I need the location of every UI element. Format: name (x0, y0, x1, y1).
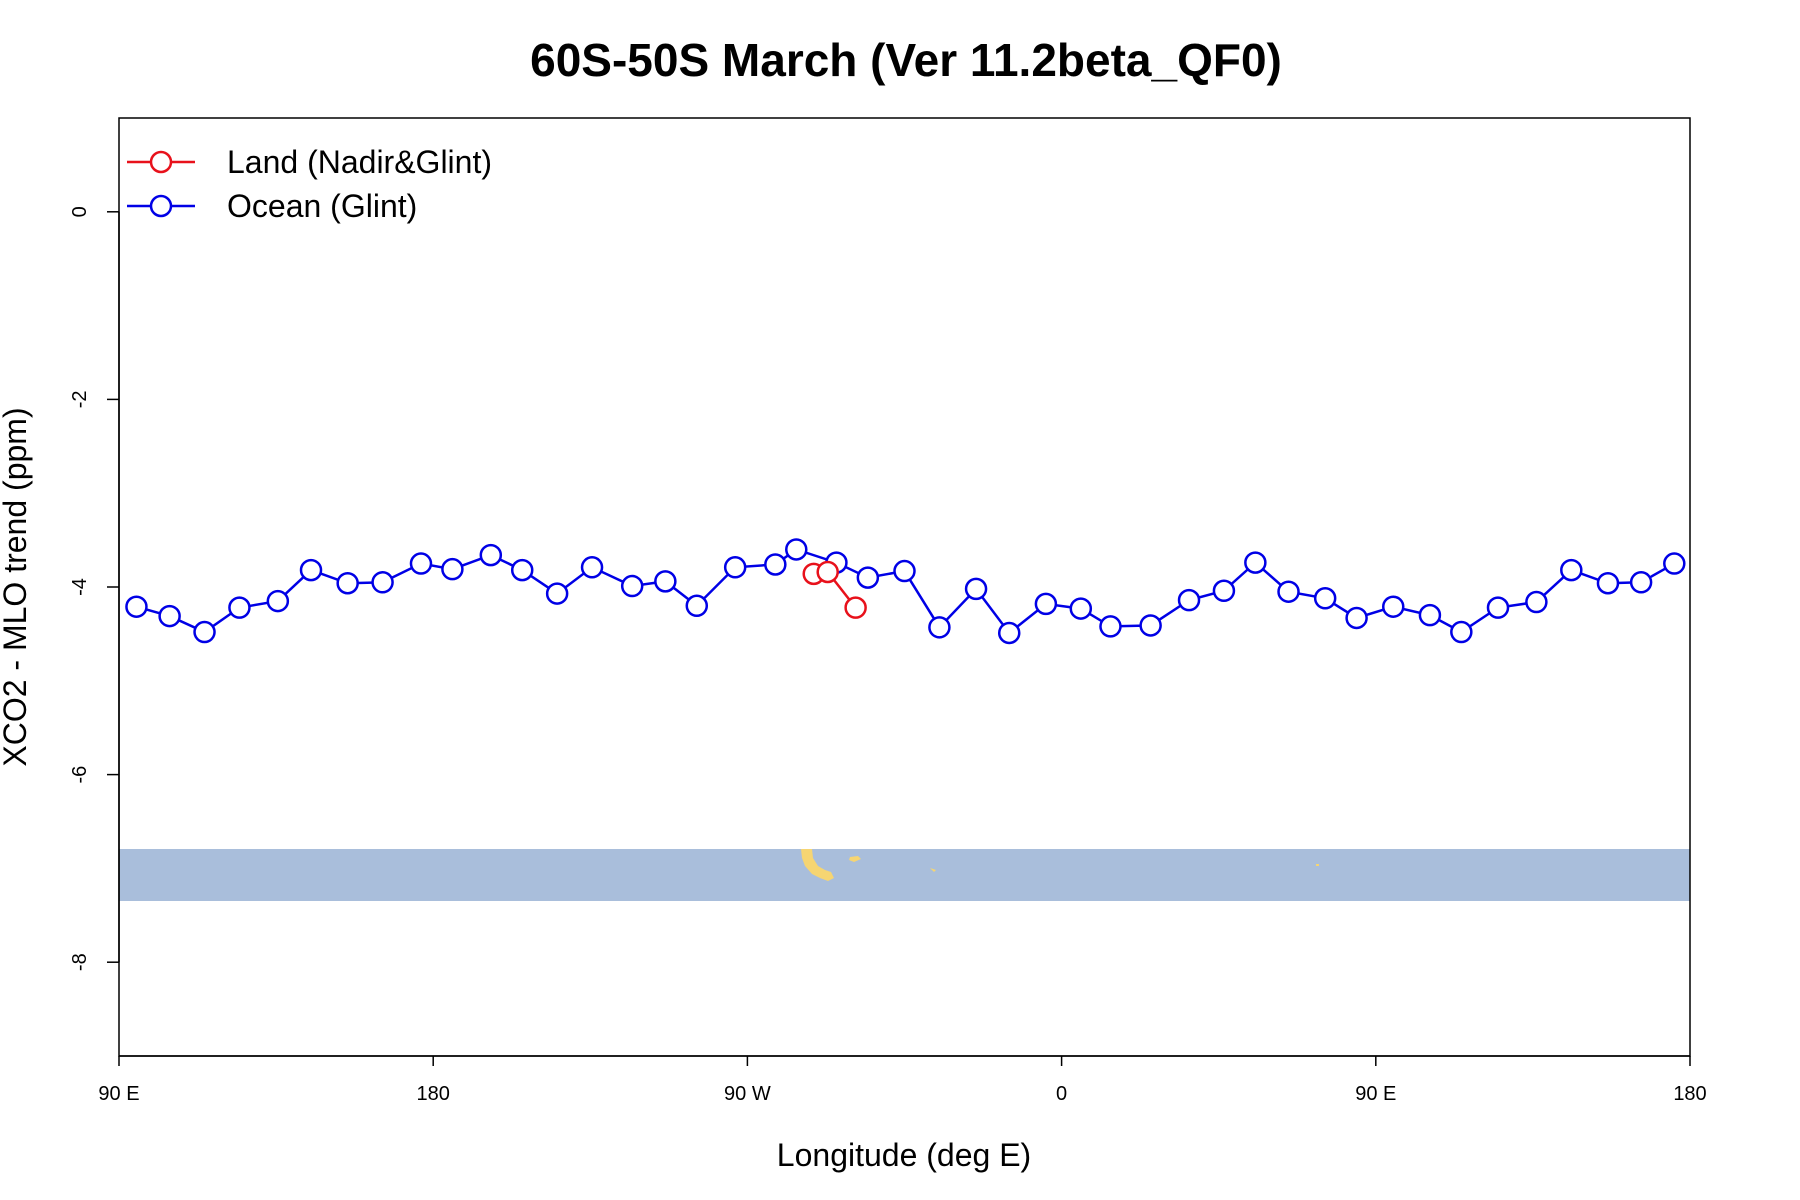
data-point (654, 570, 677, 593)
data-point (545, 582, 569, 605)
map-land-kerguelen (1316, 864, 1319, 866)
x-tick-label: 90 E (98, 1083, 139, 1105)
series-land (802, 560, 867, 619)
data-point (228, 596, 251, 619)
data-point (620, 574, 644, 598)
data-point (764, 553, 787, 576)
data-point (1663, 552, 1686, 575)
y-axis: 0 -2 -4 -6 -8 (69, 206, 120, 971)
data-point (1313, 587, 1337, 610)
x-axis-label: Longitude (deg E) (777, 1137, 1031, 1173)
chart-title: 60S-50S March (Ver 11.2beta_QF0) (530, 34, 1282, 86)
legend-label: Ocean (Glint) (227, 188, 417, 224)
data-point (1418, 603, 1442, 627)
data-point (510, 558, 534, 582)
data-point (964, 577, 988, 601)
data-point (1525, 590, 1548, 614)
series-ocean (125, 538, 1686, 645)
data-point (1560, 558, 1583, 582)
x-tick-label: 90 W (724, 1083, 771, 1105)
data-point (685, 594, 709, 618)
y-tick-label: -6 (69, 766, 91, 784)
data-point (844, 596, 867, 619)
x-tick-label: 180 (1673, 1083, 1706, 1105)
data-point (371, 571, 394, 594)
series-layer (125, 538, 1686, 645)
data-point (997, 621, 1021, 645)
data-point (1177, 588, 1201, 612)
legend-item: Land (Nadir&Glint) (127, 144, 492, 180)
data-point (1345, 606, 1368, 630)
data-point (336, 571, 359, 595)
data-point (125, 595, 148, 618)
data-point (1212, 579, 1236, 603)
map-ocean-band (119, 849, 1690, 901)
data-point (299, 558, 323, 582)
data-point (1382, 595, 1405, 618)
data-point (580, 556, 604, 579)
data-point (1069, 597, 1093, 620)
legend-item: Ocean (Glint) (127, 188, 417, 224)
data-point (158, 604, 181, 628)
map-land-south-america (801, 849, 834, 881)
data-point (193, 620, 216, 644)
data-point (1244, 551, 1267, 574)
legend: Land (Nadir&Glint) Ocean (Glint) (127, 144, 492, 224)
y-tick-label: -2 (69, 391, 91, 409)
data-point (479, 543, 503, 567)
data-point (266, 589, 290, 613)
y-tick-label: -4 (69, 578, 91, 596)
data-point (1629, 571, 1653, 594)
data-point (785, 538, 808, 561)
map-strip (119, 849, 1690, 901)
map-land-falklands (849, 856, 861, 862)
y-tick-label: -8 (69, 953, 91, 971)
data-point (723, 556, 747, 579)
y-tick-label: 0 (69, 206, 91, 217)
data-point (1099, 615, 1122, 638)
data-point (1486, 596, 1510, 619)
data-point (1277, 580, 1300, 603)
x-axis: 90 E 180 90 W 0 90 E 180 (98, 1055, 1707, 1105)
data-point (1596, 571, 1620, 595)
legend-marker (149, 150, 173, 174)
legend-label: Land (Nadir&Glint) (227, 144, 492, 180)
x-tick-label: 180 (417, 1083, 450, 1105)
x-tick-label: 0 (1056, 1083, 1067, 1105)
data-point (441, 557, 464, 581)
legend-marker (149, 194, 173, 218)
data-point (893, 559, 916, 583)
data-point (928, 616, 951, 639)
data-point (1034, 592, 1058, 616)
y-axis-label: XCO2 - MLO trend (ppm) (0, 407, 33, 766)
x-tick-label: 90 E (1355, 1083, 1396, 1105)
data-point (409, 552, 433, 575)
data-point (816, 560, 839, 584)
data-point (856, 566, 880, 589)
data-point (1450, 620, 1473, 644)
data-point (1139, 614, 1162, 637)
map-land-south-georgia (930, 868, 936, 872)
